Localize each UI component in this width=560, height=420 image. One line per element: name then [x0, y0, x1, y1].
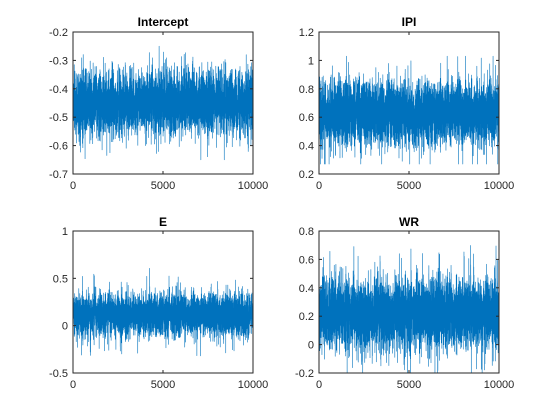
y-tick-label: -0.7	[49, 169, 68, 181]
trace-group	[318, 55, 500, 165]
x-tick-label: 5000	[151, 180, 175, 192]
y-tick-label: 1	[62, 226, 68, 238]
x-tick-label: 10000	[484, 379, 515, 391]
y-tick-label: -0.5	[49, 112, 68, 124]
panel-intercept: Intercept 0 5000 10000 -0.7 -0.6 -0.5 -0.4 -0.3…	[49, 15, 268, 192]
y-tick-label: 0.2	[299, 169, 314, 181]
y-tick-label: -0.2	[295, 368, 314, 380]
y-tick-label: 0.4	[299, 283, 314, 295]
trace-group	[72, 45, 254, 161]
sample-trace-line	[72, 267, 254, 357]
trace-group	[72, 267, 254, 357]
tick-group: 0 5000 10000-0.200.20.40.60.8	[295, 226, 514, 391]
panel-title: E	[159, 215, 167, 229]
panel-title: IPI	[402, 15, 417, 29]
sample-trace-line	[318, 55, 500, 165]
trace-group	[318, 245, 500, 374]
sample-trace-line	[318, 245, 500, 374]
panel-e: E 0 5000 10000-0.500.51	[49, 215, 268, 391]
y-tick-label: -0.2	[49, 27, 68, 39]
panel-wr: WR 0 5000 10000-0.200.20.40.60.8	[295, 215, 514, 391]
tick-group: 0 5000 10000-0.500.51	[49, 226, 268, 391]
y-tick-label: 1.2	[299, 27, 314, 39]
x-tick-label: 10000	[238, 180, 269, 192]
y-tick-label: -0.3	[49, 55, 68, 67]
x-tick-label: 5000	[397, 180, 421, 192]
x-tick-label: 0	[316, 180, 322, 192]
y-tick-label: -0.5	[49, 368, 68, 380]
y-tick-label: -0.6	[49, 141, 68, 153]
panel-title: Intercept	[138, 15, 189, 29]
y-tick-label: 0	[308, 340, 314, 352]
y-tick-label: 0.6	[299, 254, 314, 266]
y-tick-label: 0	[62, 321, 68, 333]
x-tick-label: 5000	[397, 379, 421, 391]
x-tick-label: 5000	[151, 379, 175, 391]
x-tick-label: 0	[70, 379, 76, 391]
sample-trace-line	[72, 45, 254, 161]
tick-group: 0 5000 10000 -0.7 -0.6 -0.5 -0.4 -0.3 -0.2	[49, 27, 268, 192]
y-tick-label: 0.4	[299, 141, 314, 153]
x-tick-label: 10000	[484, 180, 515, 192]
y-tick-label: 0.8	[299, 84, 314, 96]
x-tick-label: 0	[70, 180, 76, 192]
y-tick-label: -0.4	[49, 84, 68, 96]
x-tick-label: 10000	[238, 379, 269, 391]
y-tick-label: 1	[308, 55, 314, 67]
x-tick-label: 0	[316, 379, 322, 391]
y-tick-label: 0.6	[299, 112, 314, 124]
y-tick-label: 0.5	[53, 273, 68, 285]
panel-ipi: IPI 0 5000 10000 0.2 0.4 0.6 0.8 1 1.2	[299, 15, 515, 192]
y-tick-label: 0.8	[299, 226, 314, 238]
tick-group: 0 5000 10000 0.2 0.4 0.6 0.8 1 1.2	[299, 27, 515, 192]
y-tick-label: 0.2	[299, 311, 314, 323]
panel-title: WR	[399, 215, 419, 229]
